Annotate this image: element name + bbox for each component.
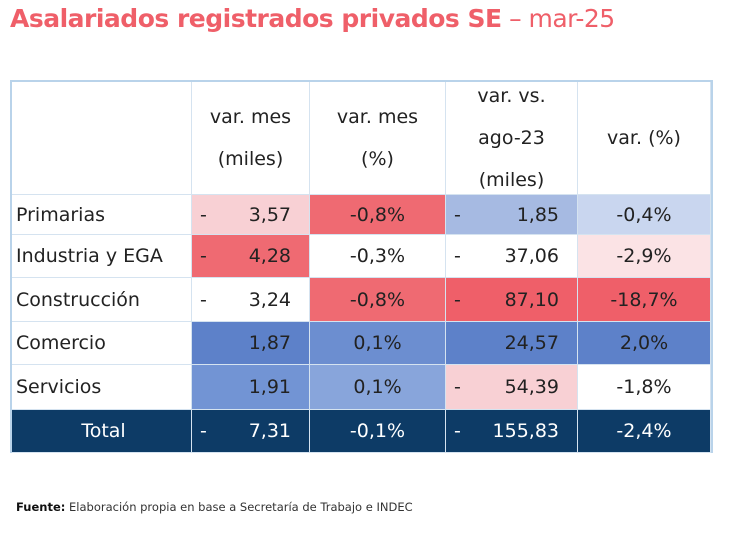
value: -0,3%: [349, 245, 406, 267]
row-label: Total: [12, 410, 192, 453]
sign: -: [200, 203, 207, 226]
footer: Fuente: Elaboración propia en base a Sec…: [16, 500, 413, 514]
title: Asalariados registrados privados SE – ma…: [10, 4, 615, 33]
value-cell: 1,91: [192, 365, 310, 410]
value-cell: - 3,24: [192, 278, 310, 322]
value: -2,4%: [616, 420, 672, 442]
value: -0,8%: [349, 288, 406, 311]
value-cell: -0,1%: [310, 410, 446, 453]
value: 7,31: [248, 420, 291, 442]
value: 3,24: [248, 288, 291, 311]
header-line: (miles): [478, 169, 545, 191]
sign: -: [200, 420, 207, 442]
row-label: Industria y EGA: [12, 235, 192, 278]
value-cell: - 155,83: [446, 410, 578, 453]
title-main: Asalariados registrados privados SE: [10, 4, 502, 33]
value-cell: 24,57: [446, 322, 578, 365]
value-cell: -0,3%: [310, 235, 446, 278]
header-line: ago-23: [478, 127, 545, 149]
header-line: var. vs.: [477, 85, 546, 107]
sign: -: [454, 420, 461, 442]
table: var. mes (miles) var. mes (%) var. vs. ago-23…: [10, 80, 713, 453]
title-suffix: – mar-25: [509, 4, 615, 33]
value: 155,83: [492, 420, 559, 442]
value: 0,1%: [353, 332, 402, 354]
value: 3,57: [248, 203, 291, 226]
value: -0,8%: [349, 203, 406, 226]
value: 54,39: [504, 376, 559, 398]
value-cell: - 1,85: [446, 195, 578, 235]
value: 37,06: [504, 245, 559, 267]
value: 0,1%: [353, 376, 402, 398]
header-line: var. mes: [336, 106, 419, 128]
value-cell: - 37,06: [446, 235, 578, 278]
footer-label: Fuente:: [16, 500, 66, 514]
sign: -: [454, 203, 461, 226]
header-line: var. (%): [607, 127, 681, 149]
value-cell: 0,1%: [310, 322, 446, 365]
value: -18,7%: [610, 288, 678, 311]
value: -1,8%: [616, 376, 672, 398]
value: 1,87: [248, 332, 291, 354]
value: 2,0%: [619, 332, 669, 354]
value-cell: - 3,57: [192, 195, 310, 235]
row-label: Servicios: [12, 365, 192, 410]
header-line: (miles): [217, 148, 284, 170]
value-cell: - 7,31: [192, 410, 310, 453]
value: 24,57: [504, 332, 559, 354]
footer-text: Elaboración propia en base a Secretaría …: [69, 500, 413, 514]
sign: -: [200, 245, 207, 267]
value-cell: - 54,39: [446, 365, 578, 410]
value: -0,4%: [616, 203, 672, 226]
value-cell: - 87,10: [446, 278, 578, 322]
header-cell: var. mes (miles): [192, 82, 310, 195]
value: -0,1%: [349, 420, 406, 442]
value-cell: 0,1%: [310, 365, 446, 410]
header-cell: var. vs. ago-23 (miles): [446, 82, 578, 195]
header-line: (%): [361, 148, 394, 170]
sign: -: [454, 288, 461, 311]
value-cell: -0,4%: [578, 195, 711, 235]
sign: -: [454, 245, 461, 267]
sign: -: [454, 376, 461, 398]
header-cell: var. mes (%): [310, 82, 446, 195]
header-line: var. mes: [209, 106, 292, 128]
value-cell: -18,7%: [578, 278, 711, 322]
value: -2,9%: [616, 245, 672, 267]
header-cell: [12, 82, 192, 195]
value-cell: -2,9%: [578, 235, 711, 278]
row-label: Primarias: [12, 195, 192, 235]
value-cell: 1,87: [192, 322, 310, 365]
value-cell: -1,8%: [578, 365, 711, 410]
value: 1,91: [248, 376, 291, 398]
value: 1,85: [516, 203, 559, 226]
value-cell: -2,4%: [578, 410, 711, 453]
value-cell: 2,0%: [578, 322, 711, 365]
value-cell: -0,8%: [310, 195, 446, 235]
row-label: Construcción: [12, 278, 192, 322]
value-cell: -0,8%: [310, 278, 446, 322]
header-cell: var. (%): [578, 82, 711, 195]
sign: -: [200, 288, 207, 311]
value: 4,28: [248, 245, 291, 267]
row-label: Comercio: [12, 322, 192, 365]
value-cell: - 4,28: [192, 235, 310, 278]
value: 87,10: [504, 288, 559, 311]
